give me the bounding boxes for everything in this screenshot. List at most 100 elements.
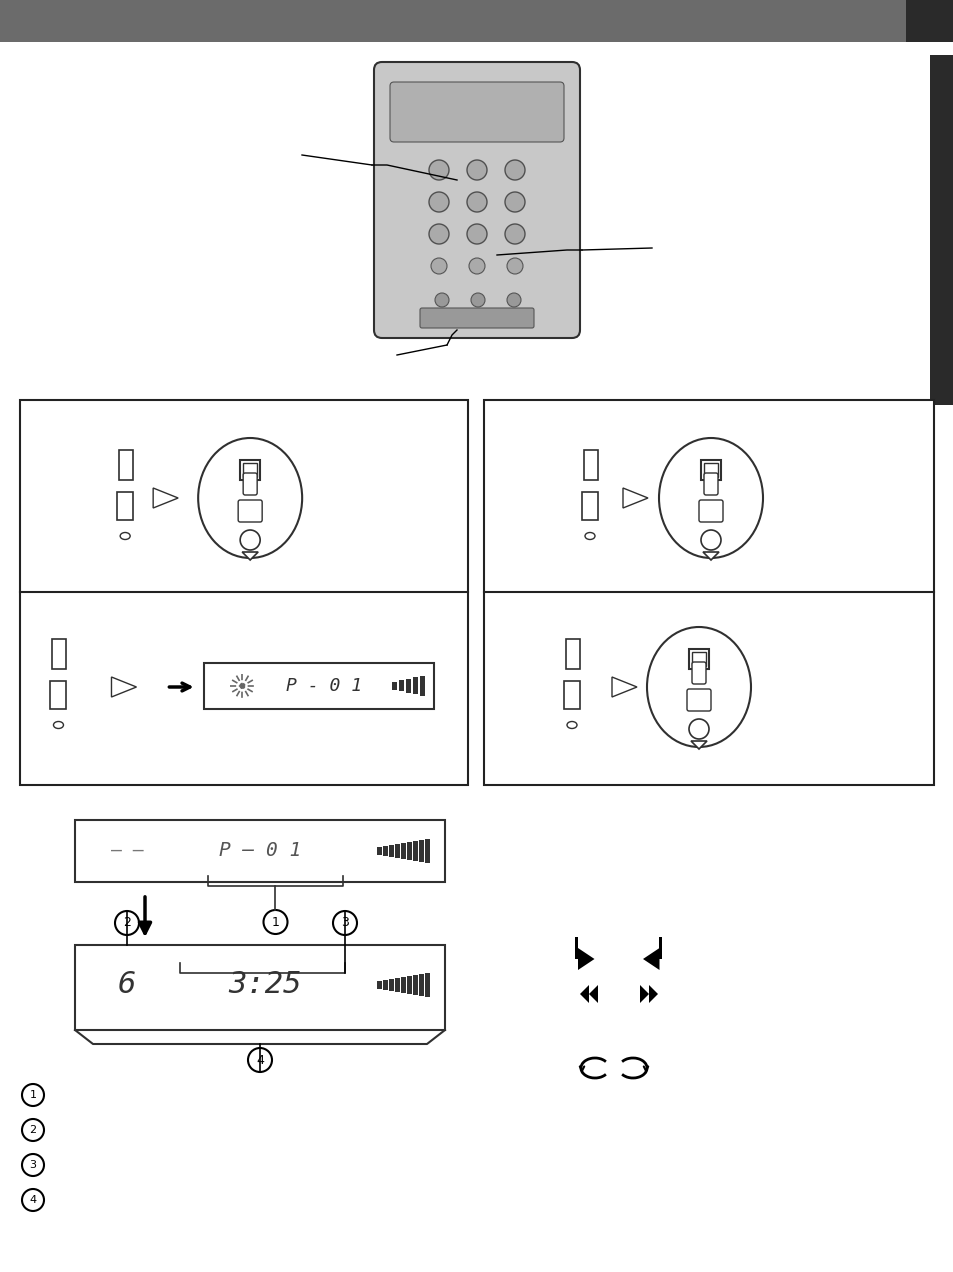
Circle shape xyxy=(429,160,449,181)
Bar xyxy=(413,974,417,995)
Polygon shape xyxy=(578,948,594,971)
Polygon shape xyxy=(579,985,588,1004)
FancyBboxPatch shape xyxy=(243,473,257,495)
Circle shape xyxy=(115,911,139,935)
Bar xyxy=(20,399,468,785)
Bar xyxy=(240,460,260,480)
Circle shape xyxy=(263,909,287,934)
Circle shape xyxy=(22,1154,44,1177)
Bar xyxy=(407,842,412,860)
Circle shape xyxy=(333,911,356,935)
Bar xyxy=(929,55,953,404)
Circle shape xyxy=(435,293,449,307)
Bar xyxy=(905,0,953,42)
Text: 6: 6 xyxy=(117,971,136,999)
Ellipse shape xyxy=(198,438,302,558)
Circle shape xyxy=(471,293,484,307)
Bar xyxy=(395,845,399,859)
Bar xyxy=(413,678,418,695)
Bar xyxy=(389,845,394,857)
Bar xyxy=(392,682,397,689)
Ellipse shape xyxy=(646,627,750,747)
Bar xyxy=(376,847,381,855)
Circle shape xyxy=(469,258,484,273)
Circle shape xyxy=(504,192,524,212)
Text: 1: 1 xyxy=(272,916,279,929)
Bar xyxy=(483,399,933,785)
Bar xyxy=(376,981,381,988)
Bar xyxy=(688,649,708,669)
Text: 4: 4 xyxy=(30,1194,36,1205)
Bar xyxy=(0,0,905,42)
Text: 3:25: 3:25 xyxy=(228,971,301,999)
Bar xyxy=(400,977,406,992)
Circle shape xyxy=(431,258,447,273)
Bar xyxy=(420,675,425,696)
Bar xyxy=(418,840,423,862)
Circle shape xyxy=(429,224,449,244)
Bar xyxy=(389,978,394,991)
FancyBboxPatch shape xyxy=(238,500,262,522)
Ellipse shape xyxy=(53,721,64,729)
Bar xyxy=(382,979,388,990)
Text: 4: 4 xyxy=(255,1053,264,1066)
FancyBboxPatch shape xyxy=(686,689,710,711)
Bar xyxy=(400,843,406,859)
Text: 3: 3 xyxy=(341,917,349,930)
Circle shape xyxy=(429,192,449,212)
Bar xyxy=(575,937,578,959)
Bar xyxy=(399,681,404,692)
Bar xyxy=(659,937,661,959)
Bar xyxy=(418,973,423,996)
Text: P – 0 1: P – 0 1 xyxy=(218,842,301,860)
Bar xyxy=(691,653,705,667)
Polygon shape xyxy=(112,677,136,697)
Bar xyxy=(700,460,720,480)
Circle shape xyxy=(504,160,524,181)
Ellipse shape xyxy=(659,438,762,558)
Bar xyxy=(424,973,430,996)
Bar xyxy=(75,945,444,1030)
Circle shape xyxy=(467,160,486,181)
Ellipse shape xyxy=(584,533,595,539)
Bar xyxy=(243,463,257,477)
Circle shape xyxy=(22,1119,44,1141)
FancyBboxPatch shape xyxy=(691,661,705,684)
Circle shape xyxy=(700,530,720,550)
Polygon shape xyxy=(642,948,659,971)
Bar xyxy=(424,840,430,862)
Text: – –: – – xyxy=(111,842,143,860)
FancyBboxPatch shape xyxy=(390,81,563,142)
Polygon shape xyxy=(242,552,258,560)
Polygon shape xyxy=(639,985,648,1004)
Bar xyxy=(563,681,579,709)
Polygon shape xyxy=(622,488,647,508)
FancyBboxPatch shape xyxy=(699,500,722,522)
Bar xyxy=(51,681,67,709)
Bar xyxy=(117,492,133,520)
Circle shape xyxy=(506,258,522,273)
Bar xyxy=(75,820,444,881)
Circle shape xyxy=(467,192,486,212)
Circle shape xyxy=(506,293,520,307)
Circle shape xyxy=(504,224,524,244)
Bar xyxy=(413,841,417,861)
Circle shape xyxy=(467,224,486,244)
Circle shape xyxy=(688,719,708,739)
Circle shape xyxy=(22,1189,44,1211)
Bar xyxy=(204,663,434,709)
Text: 2: 2 xyxy=(123,917,131,930)
Bar xyxy=(406,679,411,693)
FancyBboxPatch shape xyxy=(374,62,579,338)
Bar xyxy=(565,639,579,669)
Text: 2: 2 xyxy=(30,1124,36,1135)
Text: 3: 3 xyxy=(30,1160,36,1170)
Ellipse shape xyxy=(566,721,577,729)
Polygon shape xyxy=(702,552,719,560)
Polygon shape xyxy=(648,985,658,1004)
Polygon shape xyxy=(588,985,598,1004)
Circle shape xyxy=(248,1048,272,1072)
Text: P - 0 1: P - 0 1 xyxy=(286,677,362,695)
FancyBboxPatch shape xyxy=(703,473,718,495)
Bar xyxy=(581,492,598,520)
